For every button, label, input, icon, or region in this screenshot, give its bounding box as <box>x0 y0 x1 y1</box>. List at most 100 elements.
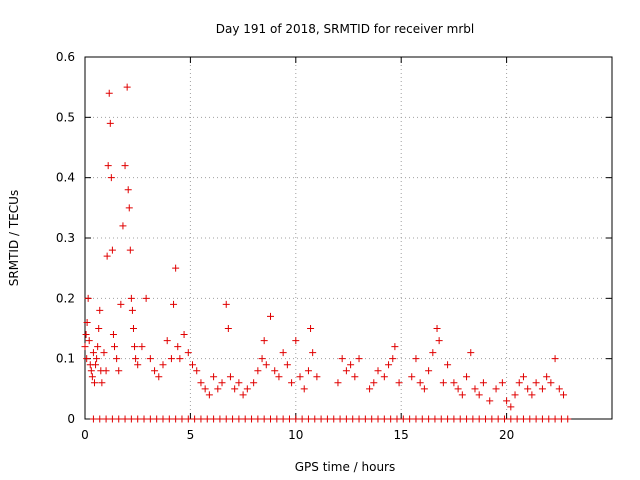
data-point <box>100 349 108 357</box>
data-point <box>393 415 401 423</box>
y-tick-label: 0 <box>67 412 75 426</box>
data-point <box>439 379 447 387</box>
data-point <box>300 385 308 393</box>
data-point <box>102 367 110 375</box>
data-point <box>83 355 91 363</box>
data-point <box>458 391 466 399</box>
data-point <box>538 415 546 423</box>
data-point <box>433 325 441 332</box>
data-point <box>96 306 104 314</box>
data-point <box>151 367 159 375</box>
data-point <box>197 415 205 423</box>
data-point <box>81 343 89 351</box>
data-point <box>128 306 136 314</box>
data-point <box>416 379 424 387</box>
data-point <box>323 415 331 423</box>
data-point <box>380 415 388 423</box>
data-point <box>127 294 135 302</box>
data-point <box>498 379 506 387</box>
data-point <box>89 349 97 357</box>
data-point <box>437 415 445 423</box>
data-point <box>429 349 437 357</box>
data-point <box>288 379 296 387</box>
data-point <box>515 379 523 387</box>
data-point <box>385 361 393 369</box>
data-point <box>153 415 161 423</box>
data-point <box>108 415 116 423</box>
data-point <box>279 415 287 423</box>
data-point <box>172 264 180 272</box>
y-tick-label: 0.4 <box>56 171 75 185</box>
data-point <box>313 373 321 381</box>
data-point <box>418 415 426 423</box>
data-point <box>203 415 211 423</box>
data-point <box>83 318 91 326</box>
data-point <box>210 373 218 381</box>
data-point <box>85 337 93 345</box>
data-point <box>123 83 131 91</box>
data-point <box>349 415 357 423</box>
data-point <box>254 415 262 423</box>
y-tick-label: 0.5 <box>56 110 75 124</box>
data-point <box>125 204 133 212</box>
data-point <box>90 379 98 387</box>
data-point <box>317 415 325 423</box>
data-point <box>82 331 90 339</box>
data-point <box>279 349 287 357</box>
data-point <box>342 367 350 375</box>
data-point <box>96 415 104 423</box>
data-point <box>222 415 230 423</box>
data-point <box>231 385 239 393</box>
data-point <box>229 415 237 423</box>
data-point <box>298 415 306 423</box>
data-point <box>129 325 137 332</box>
data-point <box>159 361 167 369</box>
data-point <box>140 415 148 423</box>
x-tick-label: 5 <box>187 428 195 442</box>
data-point <box>355 355 363 363</box>
data-point <box>420 385 428 393</box>
data-point <box>267 415 275 423</box>
data-point <box>454 385 462 393</box>
data-point <box>526 415 534 423</box>
data-point <box>355 415 363 423</box>
data-point <box>132 355 140 363</box>
data-point <box>351 373 359 381</box>
data-point <box>271 367 279 375</box>
data-point <box>494 415 502 423</box>
data-point <box>84 294 92 302</box>
data-point <box>260 415 268 423</box>
data-point <box>121 415 129 423</box>
data-point <box>507 415 515 423</box>
data-point <box>292 415 300 423</box>
data-point <box>551 415 559 423</box>
data-point <box>189 361 197 369</box>
data-point <box>399 415 407 423</box>
data-point <box>178 415 186 423</box>
data-point <box>513 415 521 423</box>
data-point <box>450 415 458 423</box>
data-point <box>482 415 490 423</box>
data-point <box>94 343 102 351</box>
data-point <box>201 385 209 393</box>
y-axis-label: SRMTID / TECUs <box>7 190 21 286</box>
data-point <box>134 361 142 369</box>
data-point <box>307 325 315 332</box>
data-point <box>519 373 527 381</box>
data-point <box>105 89 113 97</box>
data-point <box>380 373 388 381</box>
data-point <box>163 337 171 345</box>
data-point <box>450 379 458 387</box>
grid-lines <box>85 57 612 419</box>
data-point <box>557 415 565 423</box>
data-point <box>532 415 540 423</box>
data-point <box>361 415 369 423</box>
data-point <box>113 355 121 363</box>
data-point <box>564 415 572 423</box>
data-point <box>503 397 511 405</box>
data-point <box>488 415 496 423</box>
data-point <box>222 300 230 308</box>
data-point <box>127 415 135 423</box>
data-point <box>165 415 173 423</box>
